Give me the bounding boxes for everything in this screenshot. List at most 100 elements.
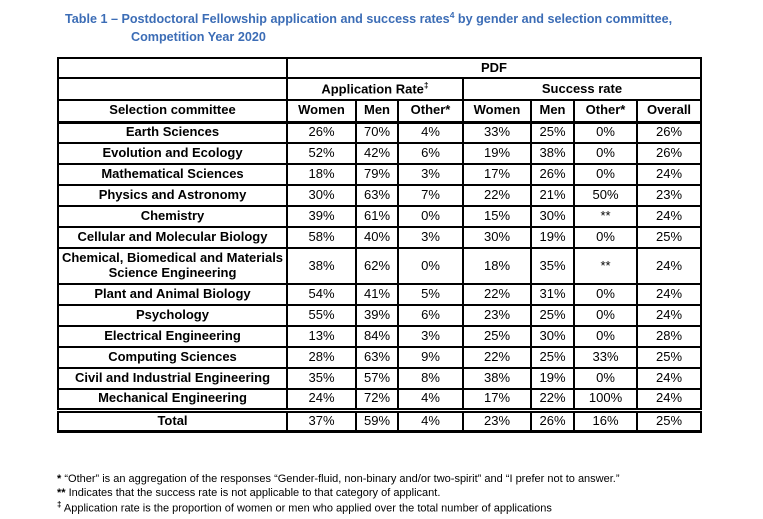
table-cell: 4% [397, 407, 464, 433]
table-cell: 41% [355, 283, 399, 306]
table-cell: ** [573, 205, 638, 228]
row-label: Mathematical Sciences [57, 163, 288, 186]
table-cell: 24% [636, 163, 702, 186]
table-cell: 28% [636, 325, 702, 348]
row-label: Chemistry [57, 205, 288, 228]
table-cell: 23% [636, 184, 702, 207]
table-cell: 0% [573, 283, 638, 306]
table-cell: 4% [397, 121, 464, 144]
table-cell: 35% [286, 367, 357, 390]
footnote-text: Application rate is the proportion of wo… [63, 502, 552, 515]
table-row-pdf: PDF [57, 57, 702, 79]
row-label: Cellular and Molecular Biology [57, 226, 288, 249]
table-cell: 70% [355, 121, 399, 144]
table-caption: Table 1 – Postdoctoral Fellowship applic… [65, 9, 705, 47]
table-cell: 100% [573, 388, 638, 411]
table-cell: 24% [636, 205, 702, 228]
table-cell: 72% [355, 388, 399, 411]
table-cell: 22% [462, 283, 532, 306]
table-cell: 25% [530, 346, 575, 369]
table-cell: 23% [462, 304, 532, 327]
table-cell: 25% [636, 226, 702, 249]
table-cell: 24% [636, 283, 702, 306]
data-table: PDF Application Rate‡ Success rate Selec… [57, 57, 702, 433]
table-cell: 55% [286, 304, 357, 327]
table-cell: 54% [286, 283, 357, 306]
table-cell: 25% [636, 346, 702, 369]
row-label: Computing Sciences [57, 346, 288, 369]
table-cell: 50% [573, 184, 638, 207]
table-cell: 62% [355, 247, 399, 285]
table-cell: 26% [636, 142, 702, 165]
table-row: Earth Sciences 26% 70% 4% 33% 25% 0% 26% [57, 121, 702, 144]
table-cell: 6% [397, 304, 464, 327]
footnote-text: Indicates that the success rate is not a… [68, 487, 441, 500]
success-rate-group-header: Success rate [462, 77, 702, 101]
footnote-application-rate: ‡ Application rate is the proportion of … [57, 500, 747, 516]
table-cell: 24% [636, 304, 702, 327]
table-cell: 17% [462, 163, 532, 186]
row-label: Chemical, Biomedical and Materials Scien… [57, 247, 288, 285]
table-cell: 0% [573, 304, 638, 327]
table-cell: 18% [286, 163, 357, 186]
table-cell: 6% [397, 142, 464, 165]
table-cell: 58% [286, 226, 357, 249]
table-row: Civil and Industrial Engineering 35% 57%… [57, 367, 702, 390]
table-cell: 25% [530, 121, 575, 144]
table-cell: 19% [462, 142, 532, 165]
col-header-app-women: Women [286, 99, 357, 124]
row-label: Evolution and Ecology [57, 142, 288, 165]
table-cell: 0% [573, 325, 638, 348]
col-header-suc-men: Men [530, 99, 575, 124]
col-header-app-men: Men [355, 99, 399, 124]
table-cell: 5% [397, 283, 464, 306]
table-cell: 0% [397, 205, 464, 228]
table-cell: 24% [636, 367, 702, 390]
application-rate-group-header: Application Rate‡ [286, 77, 464, 101]
table-cell: 26% [636, 121, 702, 144]
row-label: Physics and Astronomy [57, 184, 288, 207]
caption-footnote-ref: 4 [449, 10, 455, 20]
caption-line1: Table 1 – Postdoctoral Fellowship applic… [65, 9, 705, 28]
table-cell: 37% [286, 407, 357, 433]
table-cell: 9% [397, 346, 464, 369]
table-cell: 22% [462, 346, 532, 369]
table-cell: 8% [397, 367, 464, 390]
row-label: Electrical Engineering [57, 325, 288, 348]
table-cell: 19% [530, 367, 575, 390]
col-header-overall: Overall [636, 99, 702, 124]
table-cell: 39% [355, 304, 399, 327]
table-cell: 19% [530, 226, 575, 249]
table-row: Psychology 55% 39% 6% 23% 25% 0% 24% [57, 304, 702, 327]
table-cell: 25% [636, 407, 702, 433]
table-cell: 0% [573, 367, 638, 390]
table-cell: 21% [530, 184, 575, 207]
table-cell: 61% [355, 205, 399, 228]
table-cell: 84% [355, 325, 399, 348]
table-cell: 63% [355, 184, 399, 207]
table-cell: 18% [462, 247, 532, 285]
table-cell: 22% [462, 184, 532, 207]
table-cell: 3% [397, 163, 464, 186]
table-cell: 35% [530, 247, 575, 285]
total-row-label: Total [57, 407, 288, 433]
table-cell: 23% [462, 407, 532, 433]
table-cell: 59% [355, 407, 399, 433]
table-cell: 42% [355, 142, 399, 165]
footnotes: * “Other” is an aggregation of the respo… [57, 472, 747, 516]
table-row: Evolution and Ecology 52% 42% 6% 19% 38%… [57, 142, 702, 165]
footnote-marker: * [57, 473, 62, 485]
row-label: Civil and Industrial Engineering [57, 367, 288, 390]
table-cell: 39% [286, 205, 357, 228]
spacer-cell [57, 77, 288, 101]
table-row-groups: Application Rate‡ Success rate [57, 77, 702, 101]
footnote-other: * “Other” is an aggregation of the respo… [57, 472, 747, 486]
table-cell: 13% [286, 325, 357, 348]
table-row: Mechanical Engineering 24% 72% 4% 17% 22… [57, 388, 702, 411]
table-row: Chemistry 39% 61% 0% 15% 30% ** 24% [57, 205, 702, 228]
table-row: Physics and Astronomy 30% 63% 7% 22% 21%… [57, 184, 702, 207]
table-row: Chemical, Biomedical and Materials Scien… [57, 247, 702, 285]
table-cell: 28% [286, 346, 357, 369]
table-cell: 17% [462, 388, 532, 411]
